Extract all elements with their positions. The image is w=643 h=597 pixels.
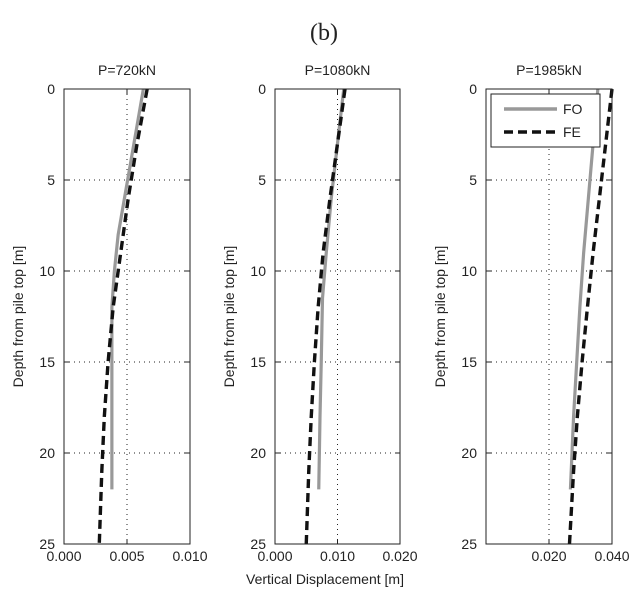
panel-3-series-fe-line <box>567 88 614 545</box>
panel-1-x-tick-label-0: 0.000 <box>46 548 81 564</box>
panel-1-y-axis-label: Depth from pile top [m] <box>10 246 26 388</box>
panel-2-x-tick-label-1: 0.010 <box>320 548 355 564</box>
shared-x-axis-label: Vertical Displacement [m] <box>246 571 404 587</box>
panel-3-x-tick-label-1: 0.020 <box>531 548 566 564</box>
panel-1-y-tick-label-0: 0 <box>47 81 55 97</box>
panel-2-y-tick-label-0: 0 <box>258 81 266 97</box>
panel-2-y-axis-label: Depth from pile top [m] <box>221 246 237 388</box>
panel-1-y-tick-label-1: 5 <box>47 172 55 188</box>
panel-3-y-tick-label-2: 10 <box>461 263 477 279</box>
panel-1-y-tick-label-2: 10 <box>39 263 55 279</box>
panel-3-y-axis-label: Depth from pile top [m] <box>432 246 448 388</box>
panel-2-x-tick-label-0: 0.000 <box>257 548 292 564</box>
panel-label: (b) <box>310 20 338 46</box>
legend-box <box>490 93 601 148</box>
legend-fo-label: FO <box>563 101 583 117</box>
panel-1-series-fo-line <box>110 88 145 490</box>
panel-2-y-tick-label-3: 15 <box>250 354 266 370</box>
panel-2-y-tick-label-2: 10 <box>250 263 266 279</box>
panel-3-y-tick-label-3: 15 <box>461 354 477 370</box>
panel-1-y-tick-label-4: 20 <box>39 445 55 461</box>
panel-2-y-tick-label-5: 25 <box>250 536 266 552</box>
panel-3-axes-frame <box>485 88 613 545</box>
panel-3-series-fo-line <box>568 88 600 490</box>
panel-3-title: P=1985kN <box>516 62 582 78</box>
panel-3-y-tick-label-5: 25 <box>461 536 477 552</box>
panel-1-title: P=720kN <box>98 62 156 78</box>
panel-1-x-tick-label-2: 0.010 <box>172 548 207 564</box>
panel-1-axes-frame <box>63 88 191 545</box>
panel-1-plot-background <box>64 89 190 544</box>
panel-2-x-tick-label-2: 0.020 <box>382 548 417 564</box>
legend-fe-label: FE <box>563 124 581 140</box>
panel-2-axes-frame <box>274 88 401 545</box>
panel-3-x-tick-label-2: 0.040 <box>594 548 629 564</box>
panel-2-title: P=1080kN <box>305 62 371 78</box>
panel-1-y-tick-label-5: 25 <box>39 536 55 552</box>
panel-1-series-fe-line <box>97 88 149 545</box>
panel-2-y-tick-label-1: 5 <box>258 172 266 188</box>
panel-3-y-tick-label-4: 20 <box>461 445 477 461</box>
panel-2-y-tick-label-4: 20 <box>250 445 266 461</box>
panel-3-y-tick-label-1: 5 <box>469 172 477 188</box>
panel-3-y-tick-label-0: 0 <box>469 81 477 97</box>
panel-2-series-fe-line <box>304 88 347 545</box>
panel-1-y-tick-label-3: 15 <box>39 354 55 370</box>
panel-1-x-tick-label-1: 0.005 <box>109 548 144 564</box>
